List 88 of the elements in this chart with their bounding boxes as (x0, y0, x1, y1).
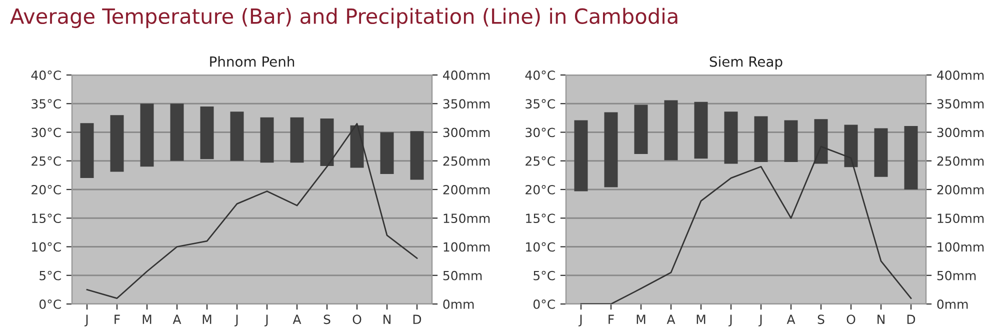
bar (200, 106, 214, 160)
chart-title: Average Temperature (Bar) and Precipitation (Line) in Cambodia (10, 8, 678, 28)
y-tick-label: 0°C (39, 299, 61, 309)
bar (634, 104, 648, 154)
y-tick-label: 15°C (526, 214, 555, 224)
bar (350, 125, 364, 168)
chart-subtitle: Siem Reap (710, 56, 782, 70)
bar (170, 104, 184, 161)
x-tick-label: A (666, 314, 676, 324)
x-tick-label: N (384, 314, 390, 324)
bar (724, 112, 738, 164)
y-tick-label: 20°C (32, 184, 61, 194)
bar (290, 117, 304, 163)
x-tick-label: S (818, 314, 824, 324)
y2-tick-label: 100mm (444, 242, 490, 252)
chart-subtitle: Phnom Penh (210, 56, 294, 67)
x-tick-label: A (786, 314, 796, 324)
x-tick-label: O (352, 314, 362, 324)
y-tick-label: 25°C (32, 156, 61, 166)
x-tick-label: J (234, 314, 238, 326)
x-tick-label: F (608, 314, 614, 324)
y-tick-label: 35°C (526, 99, 555, 109)
y2-tick-label: 250mm (937, 156, 984, 166)
y-tick-label: 10°C (32, 242, 61, 252)
y-tick-label: 35°C (32, 99, 61, 109)
bar (784, 120, 798, 162)
bar (140, 104, 154, 167)
x-tick-label: J (728, 314, 732, 326)
x-tick-label: J (758, 314, 762, 326)
y-tick-label: 30°C (526, 128, 555, 138)
y2-tick-label: 50mm (937, 270, 976, 280)
bar (380, 132, 394, 174)
y2-tick-label: 100mm (938, 242, 984, 252)
bar (320, 118, 334, 166)
y-tick-label: 20°C (526, 184, 555, 194)
y-tick-label: 25°C (526, 156, 555, 166)
y-tick-label: 15°C (32, 214, 61, 224)
x-tick-label: J (578, 314, 582, 326)
x-tick-label: A (292, 314, 302, 324)
x-tick-label: O (846, 314, 856, 324)
x-tick-label: D (413, 314, 422, 324)
y2-tick-label: 300mm (443, 128, 490, 138)
bar (574, 120, 588, 192)
y2-tick-label: 400mm (443, 70, 490, 80)
y2-tick-label: 50mm (443, 270, 482, 280)
x-tick-label: S (324, 314, 330, 324)
bar (664, 100, 678, 160)
y2-tick-label: 0mm (443, 299, 474, 309)
y2-tick-label: 150mm (938, 214, 984, 224)
y2-tick-label: 200mm (937, 184, 984, 194)
y-tick-label: 0°C (533, 299, 555, 309)
y2-tick-label: 0mm (937, 299, 968, 309)
line-series (86, 122, 418, 299)
y-tick-label: 5°C (534, 270, 555, 280)
bar (904, 126, 918, 190)
y2-tick-label: 200mm (443, 184, 490, 194)
x-tick-label: A (172, 314, 182, 324)
bar (844, 124, 858, 168)
bar (410, 131, 424, 180)
y-tick-label: 40°C (31, 70, 61, 80)
x-tick-label: J (84, 314, 88, 326)
y-tick-label: 30°C (32, 128, 61, 138)
bar (110, 115, 124, 172)
bar (754, 116, 768, 162)
bar (80, 123, 94, 178)
x-tick-label: M (636, 314, 646, 324)
y-tick-label: 40°C (525, 70, 555, 80)
y-tick-label: 5°C (40, 270, 61, 280)
y2-tick-label: 300mm (937, 128, 984, 138)
x-tick-label: F (114, 314, 120, 324)
x-tick-label: M (142, 314, 152, 324)
y2-tick-label: 250mm (443, 156, 490, 166)
bar (230, 112, 244, 161)
y2-tick-label: 350mm (443, 99, 490, 109)
bar (874, 128, 888, 177)
x-tick-label: N (878, 314, 884, 324)
x-tick-label: M (202, 314, 212, 324)
y2-tick-label: 350mm (937, 99, 984, 109)
x-tick-label: D (907, 314, 916, 324)
bar (694, 102, 708, 159)
y2-tick-label: 150mm (444, 214, 490, 224)
bar (604, 112, 618, 188)
bar (260, 117, 274, 163)
bar (814, 119, 828, 164)
x-tick-label: J (264, 314, 268, 326)
y-tick-label: 10°C (526, 242, 555, 252)
x-tick-label: M (696, 314, 706, 324)
y2-tick-label: 400mm (937, 70, 984, 80)
